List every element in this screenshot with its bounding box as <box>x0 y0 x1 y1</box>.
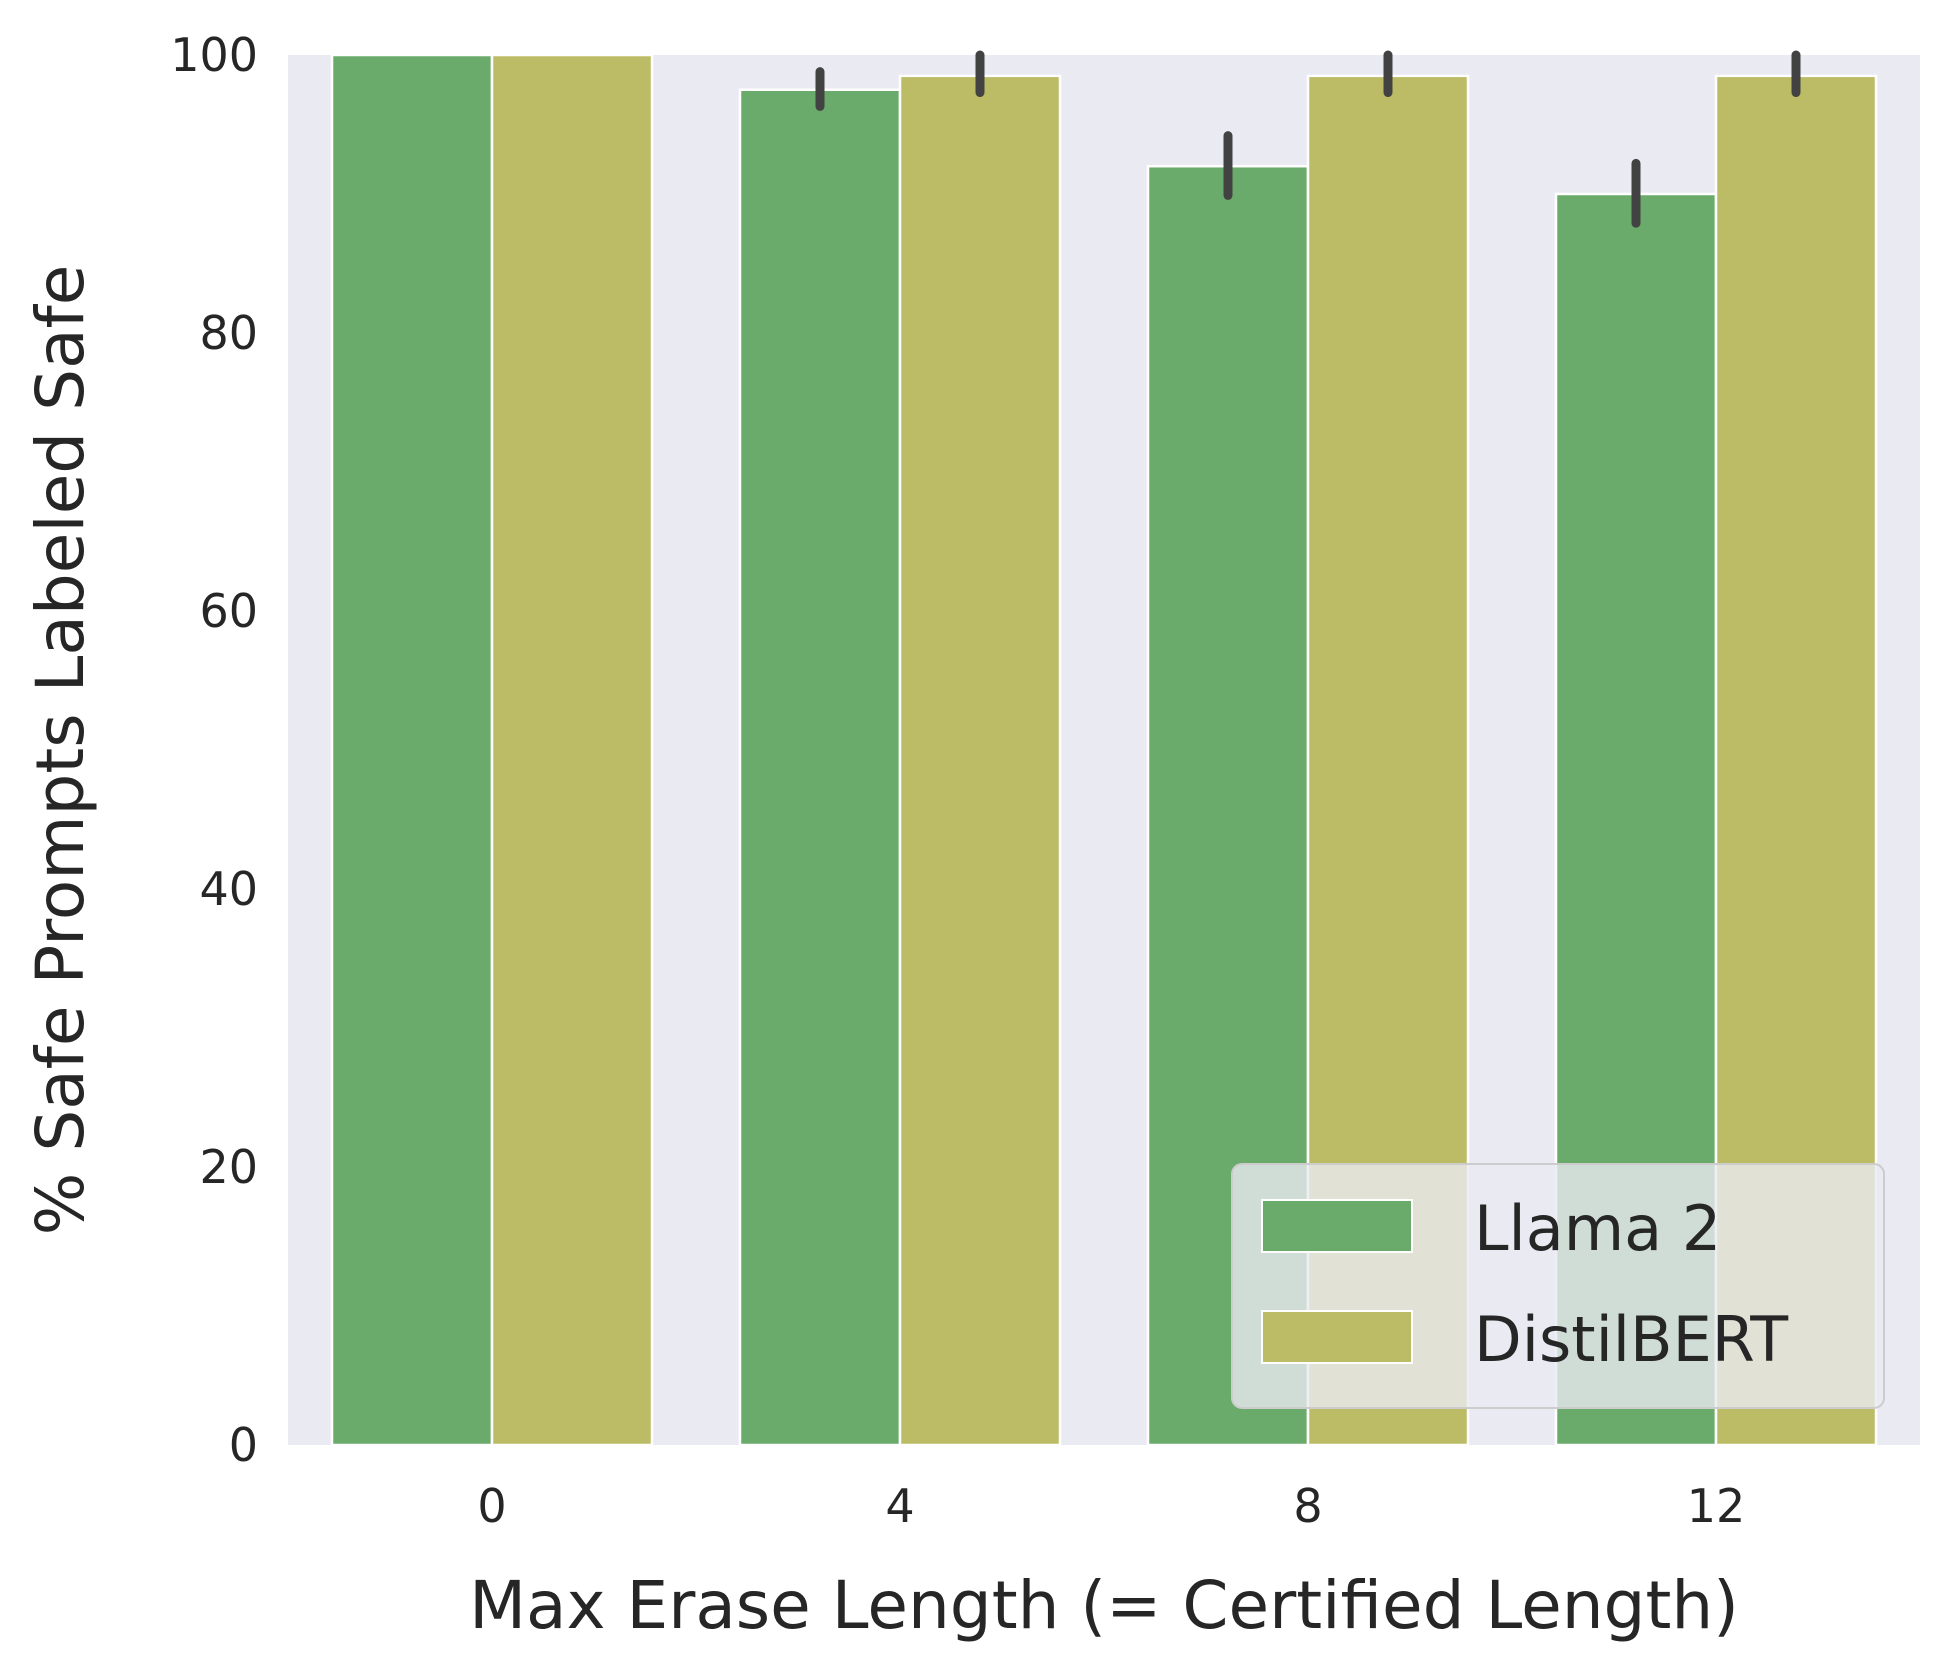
bar-llama-2-4 <box>738 88 902 1447</box>
bars-layer <box>330 53 1878 1447</box>
x-axis-ticks: 0 4 8 12 <box>477 1479 1745 1533</box>
bar-distilbert-0 <box>490 53 654 1447</box>
y-tick-label-80: 80 <box>199 306 258 360</box>
y-tick-label-40: 40 <box>199 862 258 916</box>
x-tick-label-0: 0 <box>477 1479 506 1533</box>
x-tick-label-12: 12 <box>1687 1479 1746 1533</box>
y-tick-label-60: 60 <box>199 584 258 638</box>
y-axis-ticks: 0 20 40 60 80 100 <box>170 28 258 1472</box>
x-tick-label-8: 8 <box>1293 1479 1322 1533</box>
x-tick-label-4: 4 <box>885 1479 914 1533</box>
legend-swatch-llama-2 <box>1261 1199 1413 1253</box>
bar-distilbert-4 <box>898 74 1062 1447</box>
legend: Llama 2 DistilBERT <box>1231 1163 1885 1409</box>
legend-label-llama-2: Llama 2 <box>1474 1192 1721 1265</box>
legend-label-distilbert: DistilBERT <box>1474 1303 1789 1376</box>
error-bars-layer <box>815 50 1801 228</box>
y-tick-label-20: 20 <box>199 1140 258 1194</box>
bar-llama-2-0 <box>330 53 494 1447</box>
y-tick-label-100: 100 <box>170 28 258 82</box>
y-axis-label: % Safe Prompts Labeled Safe <box>22 265 99 1236</box>
legend-swatch-distilbert <box>1261 1310 1413 1364</box>
x-axis-label: Max Erase Length (= Certified Length) <box>469 1567 1739 1644</box>
y-tick-label-0: 0 <box>229 1418 258 1472</box>
